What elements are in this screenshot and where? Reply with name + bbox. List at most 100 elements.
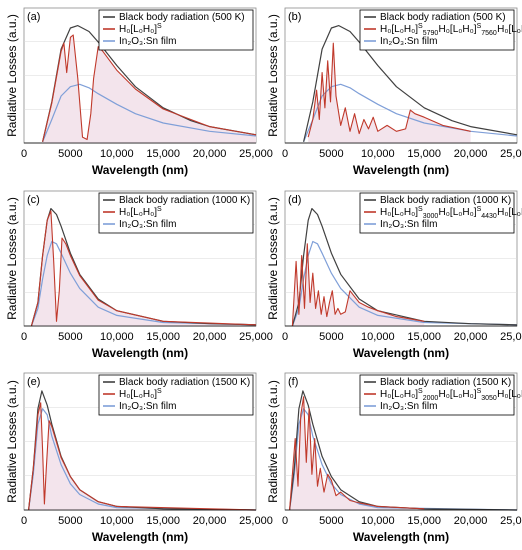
x-tick-label: 10,000 bbox=[100, 148, 134, 160]
filtered-area bbox=[292, 243, 425, 326]
x-axis-title: Wavelength (nm) bbox=[353, 346, 449, 360]
filtered-area bbox=[308, 43, 471, 144]
legend-label-filtered-sub: 3050 bbox=[481, 395, 497, 402]
legend-box bbox=[359, 374, 515, 416]
legend-label-filtered-sup: S bbox=[157, 23, 162, 30]
legend: Black body radiation (1500 K)H₀[L₀H₀]S I… bbox=[98, 374, 254, 416]
x-tick-label: 15,000 bbox=[146, 331, 180, 343]
ito-film-line bbox=[42, 83, 257, 143]
x-tick-label: 5000 bbox=[58, 331, 82, 343]
legend-label-filtered: H₀[L₀H₀]S2000 H₀[L₀H₀]S3050 H₀[L₀H₀]S503… bbox=[380, 388, 522, 402]
legend-label-filtered-base: H₀[L₀H₀] bbox=[380, 389, 418, 400]
legend-label-filtered-stack: H₀[L₀H₀] bbox=[439, 207, 477, 218]
legend-label-filtered: H₀[L₀H₀]S bbox=[119, 23, 162, 35]
x-tick-label: 10,000 bbox=[100, 515, 134, 527]
filtered-line bbox=[30, 210, 257, 327]
y-axis-title: Radiative Losses (a.u.) bbox=[266, 380, 280, 503]
panel-letter: (f) bbox=[288, 376, 298, 388]
legend-label-filtered-base: H₀[L₀H₀] bbox=[119, 389, 157, 400]
legend-label-filtered-stack: H₀[L₀H₀] bbox=[439, 24, 477, 35]
x-tick-label: 5000 bbox=[319, 515, 343, 527]
panel-e: 0 5000 10,000 15,000 20,000 25,000 Wavelength … bbox=[5, 372, 273, 544]
legend-label-filtered: H₀[L₀H₀]S bbox=[119, 206, 162, 218]
x-tick-label: 25,000 bbox=[239, 148, 273, 160]
legend-label-ito: In₂O₃:Sn film bbox=[119, 219, 176, 230]
legend-label-filtered-sup: S bbox=[418, 206, 423, 213]
x-tick-label: 0 bbox=[21, 331, 27, 343]
x-axis-title: Wavelength (nm) bbox=[92, 530, 188, 544]
legend-label-filtered-sup: S bbox=[418, 388, 423, 395]
legend-box bbox=[98, 374, 254, 416]
filtered-line bbox=[291, 243, 425, 327]
legend-label-ito: In₂O₃:Sn film bbox=[380, 401, 437, 412]
blackbody-line bbox=[42, 25, 257, 142]
x-tick-label: 10,000 bbox=[100, 331, 134, 343]
filtered-area bbox=[42, 35, 256, 143]
legend-label-filtered-stack: H₀[L₀H₀] bbox=[497, 24, 522, 35]
blackbody-line bbox=[303, 25, 518, 142]
legend-label-filtered-sub: 4430 bbox=[481, 213, 497, 220]
x-tick-label: 20,000 bbox=[193, 515, 227, 527]
x-tick-label: 15,000 bbox=[407, 148, 441, 160]
legend-label-filtered-stack: H₀[L₀H₀] bbox=[497, 207, 522, 218]
x-tick-label: 20,000 bbox=[454, 331, 488, 343]
x-tick-label: 25,000 bbox=[500, 331, 522, 343]
panel-letter: (b) bbox=[288, 11, 301, 23]
filtered-line bbox=[42, 34, 257, 142]
panel-letter: (d) bbox=[288, 194, 301, 206]
x-axis-title: Wavelength (nm) bbox=[353, 163, 449, 177]
panel-f: 0 5000 10,000 15,000 20,000 25,000 Wavelength … bbox=[266, 372, 522, 544]
filtered-line bbox=[307, 42, 471, 138]
legend: Black body radiation (500 K)H₀[L₀H₀]S In… bbox=[98, 9, 254, 51]
ito-film-line bbox=[289, 408, 518, 511]
x-tick-label: 5000 bbox=[58, 148, 82, 160]
x-axis-title: Wavelength (nm) bbox=[92, 163, 188, 177]
x-tick-label: 15,000 bbox=[146, 515, 180, 527]
x-tick-label: 0 bbox=[282, 148, 288, 160]
legend-label-filtered-base: H₀[L₀H₀] bbox=[380, 24, 418, 35]
legend-label-blackbody: Black body radiation (1000 K) bbox=[380, 195, 511, 206]
legend-label-ito: In₂O₃:Sn film bbox=[380, 219, 437, 230]
panel-a: 0 5000 10,000 15,000 20,000 25,000 Wavelength … bbox=[5, 7, 273, 177]
legend-label-filtered-stack: H₀[L₀H₀] bbox=[497, 389, 522, 400]
legend-label-filtered: H₀[L₀H₀]S5790 H₀[L₀H₀]S7560 H₀[L₀H₀]S103… bbox=[380, 23, 522, 37]
legend-label-blackbody: Black body radiation (500 K) bbox=[119, 12, 245, 23]
y-axis-title: Radiative Losses (a.u.) bbox=[5, 380, 19, 503]
x-tick-label: 0 bbox=[21, 148, 27, 160]
legend-label-filtered-base: H₀[L₀H₀] bbox=[119, 24, 157, 35]
legend-label-filtered-sup: S bbox=[477, 388, 482, 395]
legend-label-blackbody: Black body radiation (1000 K) bbox=[119, 195, 250, 206]
x-tick-label: 5000 bbox=[319, 331, 343, 343]
legend-label-ito: In₂O₃:Sn film bbox=[119, 36, 176, 47]
legend-label-filtered-sub: 7560 bbox=[481, 30, 497, 37]
ito-film-line bbox=[28, 408, 257, 511]
legend-box bbox=[359, 9, 515, 51]
ito-film-line bbox=[291, 240, 518, 327]
x-tick-label: 15,000 bbox=[407, 331, 441, 343]
legend: Black body radiation (1500 K)H₀[L₀H₀]S20… bbox=[359, 374, 522, 416]
x-tick-label: 25,000 bbox=[500, 148, 522, 160]
legend-box bbox=[98, 192, 254, 234]
x-axis-title: Wavelength (nm) bbox=[353, 530, 449, 544]
legend-label-filtered-stack: H₀[L₀H₀] bbox=[439, 389, 477, 400]
x-tick-label: 20,000 bbox=[193, 148, 227, 160]
x-tick-label: 20,000 bbox=[454, 148, 488, 160]
legend-label-filtered-sub: 2000 bbox=[423, 395, 439, 402]
legend: Black body radiation (1000 K)H₀[L₀H₀] S30… bbox=[359, 192, 522, 234]
legend-label-filtered-sup: S bbox=[477, 23, 482, 30]
x-tick-label: 10,000 bbox=[361, 148, 395, 160]
x-tick-label: 20,000 bbox=[454, 515, 488, 527]
legend: Black body radiation (500 K)H₀[L₀H₀]S579… bbox=[359, 9, 522, 51]
panel-letter: (a) bbox=[27, 11, 40, 23]
legend-label-filtered-sup: S bbox=[157, 388, 162, 395]
panel-b: 0 5000 10,000 15,000 20,000 25,000 Wavelength … bbox=[266, 7, 522, 177]
legend-label-filtered: H₀[L₀H₀]S bbox=[119, 388, 162, 400]
legend-label-blackbody: Black body radiation (1500 K) bbox=[380, 377, 511, 388]
y-axis-title: Radiative Losses (a.u.) bbox=[5, 14, 19, 137]
legend-label-filtered-sub: 3000 bbox=[423, 213, 439, 220]
panel-letter: (c) bbox=[27, 194, 40, 206]
panel-c: 0 5000 10,000 15,000 20,000 25,000 Wavelength … bbox=[5, 190, 273, 360]
x-tick-label: 0 bbox=[282, 331, 288, 343]
x-tick-label: 25,000 bbox=[239, 331, 273, 343]
